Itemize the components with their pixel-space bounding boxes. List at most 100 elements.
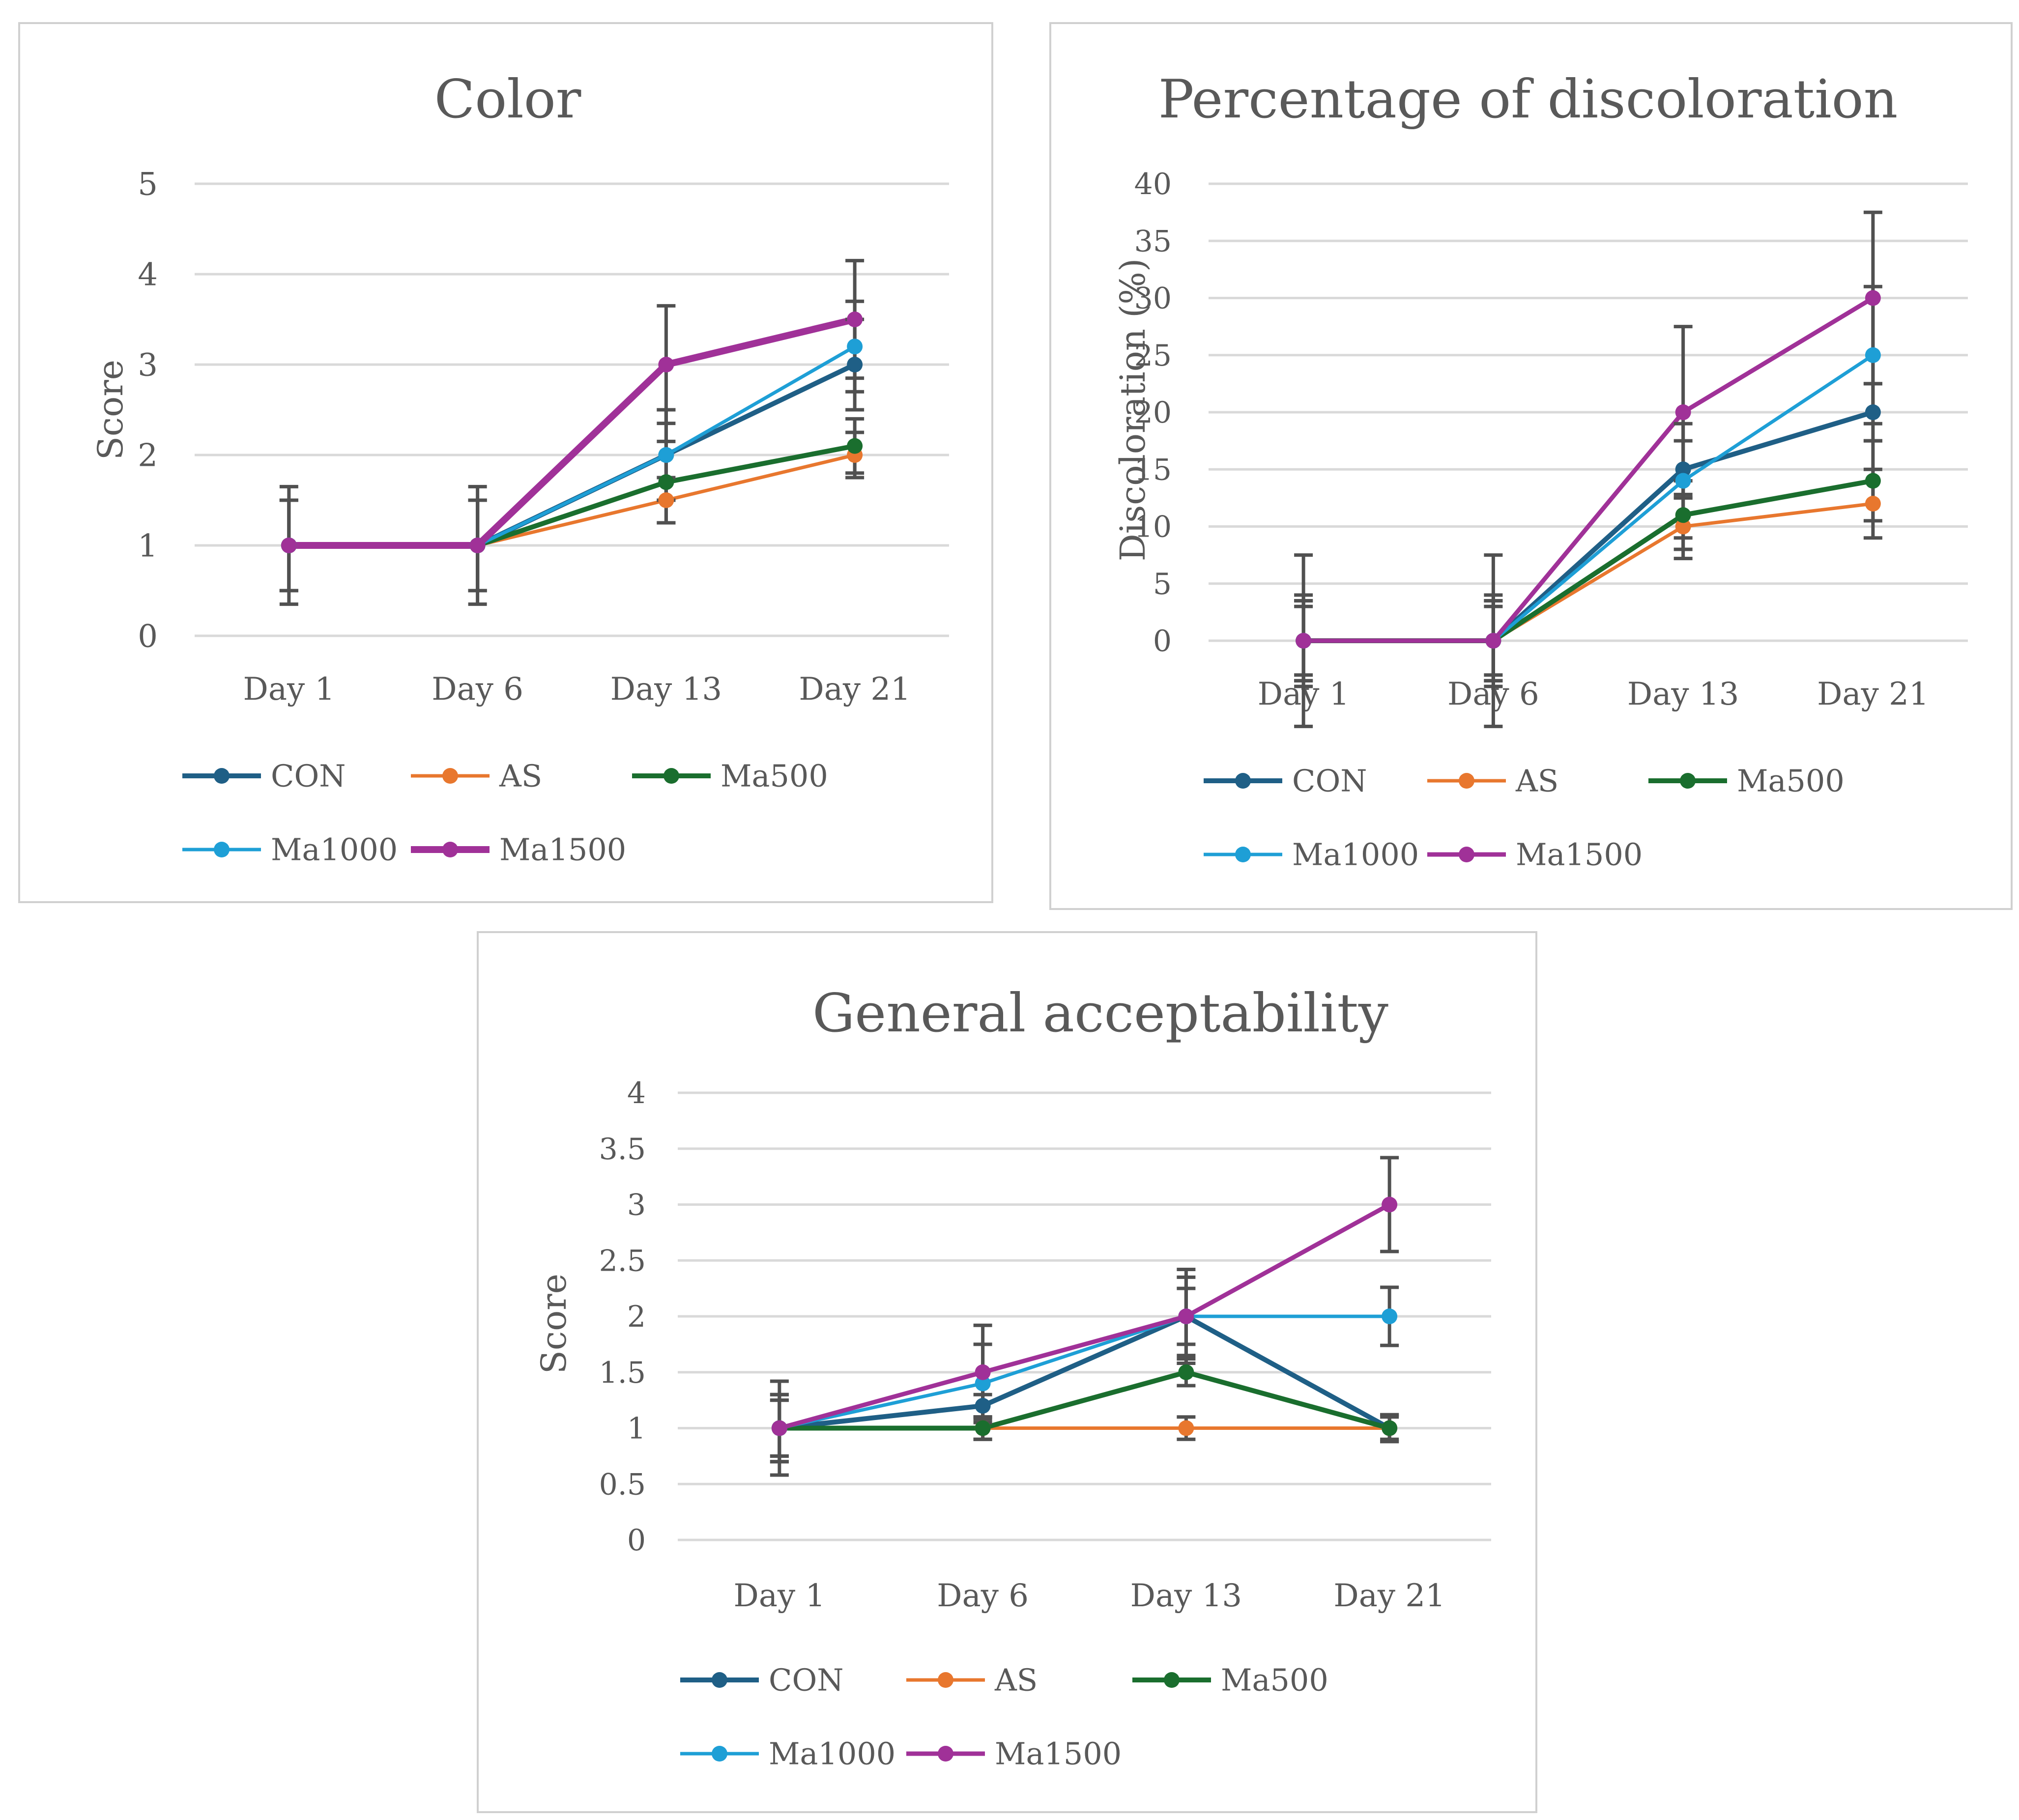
data-point-Ma1500 [975, 1364, 991, 1380]
data-point-Ma500 [1865, 473, 1881, 489]
data-point-Ma500 [1675, 507, 1691, 523]
legend-marker-Ma1500 [1459, 847, 1474, 862]
chart-title: Percentage of discoloration [1158, 69, 1898, 130]
data-point-Ma1500 [1296, 633, 1312, 649]
legend-marker-Ma1000 [712, 1746, 727, 1762]
y-tick-label: 3 [138, 347, 158, 383]
y-tick-label: 2.5 [599, 1244, 646, 1278]
legend-label-CON: CON [1292, 763, 1367, 799]
data-point-Ma1500 [847, 312, 863, 327]
y-tick-label: 10 [1134, 510, 1172, 544]
y-tick-label: 2 [138, 437, 158, 474]
y-tick-label: 35 [1134, 224, 1172, 258]
data-point-Ma500 [658, 474, 674, 490]
data-point-Ma1000 [975, 1375, 991, 1392]
y-tick-label: 0 [1153, 624, 1172, 658]
legend-marker-Ma1500 [442, 842, 458, 857]
legend-marker-AS [938, 1672, 953, 1688]
data-point-Ma500 [847, 438, 863, 454]
legend: CON AS Ma500 Ma1000 Ma1500 [680, 1662, 1328, 1772]
legend-marker-Ma500 [1164, 1672, 1180, 1688]
y-tick-label: 1 [138, 528, 158, 564]
data-point-AS [1675, 518, 1691, 535]
data-point-Ma1000 [847, 339, 863, 355]
y-tick-label: 5 [138, 166, 158, 202]
series-line-CON [779, 1314, 1391, 1431]
data-point-CON [847, 357, 863, 372]
series-line-Ma500 [779, 1369, 1390, 1431]
chart-acceptability: General acceptability Score 0 0.5 1 1.5 2 2.5… [477, 931, 1537, 1813]
y-axis-label: Score [534, 1274, 574, 1374]
chart-title: Color [434, 69, 581, 130]
legend-marker-CON [712, 1672, 727, 1688]
data-point-Ma500 [1382, 1420, 1398, 1436]
chart-color-svg: Color Score 0 1 2 3 4 5 Day 1 Day 6 Day 13 Day 21… [90, 69, 949, 868]
chart-title: General acceptability [812, 983, 1388, 1044]
legend-label-Ma500: Ma500 [1221, 1662, 1328, 1698]
x-tick-label: Day 6 [937, 1578, 1029, 1614]
legend-label-Ma1000: Ma1000 [1292, 837, 1419, 873]
chart-acceptability-svg: General acceptability Score 0 0.5 1 1.5 2 2.5… [534, 983, 1491, 1772]
x-tick-label: Day 13 [1627, 676, 1739, 712]
y-tick-label: 15 [1134, 453, 1172, 487]
legend-label-AS: AS [994, 1662, 1038, 1698]
legend-label-Ma500: Ma500 [721, 758, 828, 794]
x-tick-label: Day 13 [610, 671, 722, 708]
y-tick-label: 25 [1134, 339, 1172, 373]
data-point-Ma1500 [1485, 633, 1501, 649]
legend: CON AS Ma500 Ma1000 Ma1500 [182, 758, 828, 868]
y-tick-label: 30 [1134, 282, 1172, 316]
legend-marker-Ma1000 [1235, 847, 1251, 862]
data-point-Ma1500 [658, 357, 674, 372]
series-line-Ma1000 [779, 1314, 1390, 1430]
legend-label-AS: AS [1515, 763, 1558, 799]
y-tick-label: 5 [1153, 567, 1172, 601]
legend-label-AS: AS [499, 758, 542, 794]
y-tick-label: 0 [138, 618, 158, 654]
y-tick-label: 1.5 [599, 1356, 646, 1390]
data-point-AS [1865, 496, 1881, 512]
plot-area: 0 1 2 3 4 5 Day 1 Day 6 Day 13 Day 21 [138, 166, 949, 708]
y-tick-label: 2 [627, 1300, 646, 1334]
legend-marker-CON [1235, 773, 1251, 789]
data-point-Ma1000 [658, 447, 674, 463]
y-tick-label: 4 [138, 256, 158, 293]
chart-color: Color Score 0 1 2 3 4 5 Day 1 Day 6 Day 13 Day 21… [18, 22, 993, 903]
data-point-Ma1500 [771, 1420, 787, 1436]
legend-marker-AS [1459, 773, 1474, 789]
legend-label-Ma1000: Ma1000 [271, 832, 398, 868]
data-point-Ma1000 [1865, 347, 1881, 363]
series-line-Ma1500 [779, 1202, 1391, 1430]
chart-discoloration-svg: Percentage of discoloration Discoloratio… [1113, 69, 1968, 873]
data-point-CON [1865, 404, 1881, 420]
data-point-Ma1500 [469, 538, 486, 553]
legend-label-CON: CON [271, 758, 346, 794]
data-point-Ma500 [975, 1420, 991, 1436]
x-tick-label: Day 21 [1333, 1578, 1445, 1614]
legend-label-CON: CON [769, 1662, 844, 1698]
y-tick-label: 40 [1134, 167, 1172, 201]
legend-marker-CON [214, 768, 230, 784]
x-tick-label: Day 1 [734, 1578, 826, 1614]
y-axis-label: Score [90, 360, 131, 460]
data-point-Ma1500 [1178, 1308, 1194, 1324]
legend: CON AS Ma500 Ma1000 Ma1500 [1204, 763, 1845, 873]
data-point-Ma1500 [1675, 404, 1691, 420]
data-point-AS [1178, 1420, 1194, 1436]
x-tick-label: Day 21 [1817, 676, 1929, 712]
legend-marker-AS [442, 768, 458, 784]
x-tick-label: Day 6 [432, 671, 523, 708]
chart-discoloration: Percentage of discoloration Discoloratio… [1049, 22, 2013, 910]
legend-label-Ma1000: Ma1000 [769, 1736, 895, 1772]
plot-area: 0 0.5 1 1.5 2 2.5 3 3.5 4 Day 1 Day 6 Day 13 Day 21 [599, 1076, 1491, 1614]
x-tick-label: Day 21 [799, 671, 910, 708]
series-line-Ma1500 [288, 316, 856, 549]
data-point-Ma1500 [1865, 290, 1881, 306]
data-point-Ma1000 [1675, 473, 1691, 489]
y-tick-label: 20 [1134, 396, 1172, 430]
data-point-Ma1500 [1382, 1196, 1398, 1213]
y-tick-label: 0.5 [599, 1467, 646, 1502]
legend-label-Ma1500: Ma1500 [1516, 837, 1643, 873]
y-axis-label: Discoloration (%) [1113, 258, 1153, 562]
